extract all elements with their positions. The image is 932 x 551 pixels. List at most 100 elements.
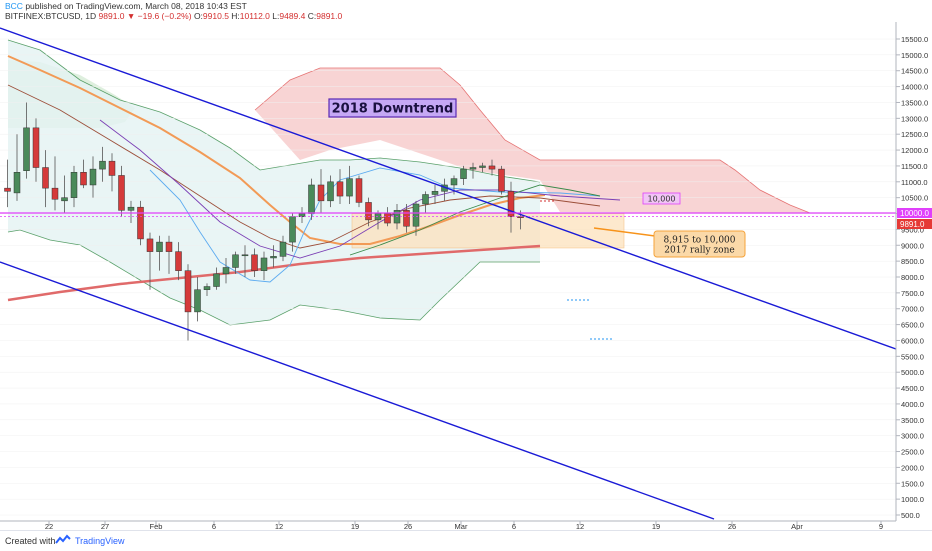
- downtrend-channel: [0, 27, 897, 520]
- channel-upper-line[interactable]: [0, 27, 897, 350]
- candle: [241, 245, 249, 277]
- channel-lower-line[interactable]: [0, 261, 715, 520]
- x-tick-label: 27: [101, 522, 109, 530]
- candle-body: [232, 254, 239, 268]
- candle: [346, 165, 353, 205]
- y-tick-label: 13000.0: [901, 114, 928, 123]
- y-tick-label: 1000.0: [901, 495, 924, 504]
- candle: [260, 251, 268, 281]
- last-price-tag: [897, 219, 932, 229]
- candle-body: [118, 175, 125, 211]
- x-tick-label: Feb: [150, 522, 163, 530]
- y-axis-ticks: 500.0 1000.0 1500.0 2000.0 2500.0 3000.0 3500.…: [896, 35, 928, 520]
- candle: [137, 200, 144, 246]
- x-tick-label: 12: [576, 522, 584, 530]
- low-value: 9489.4: [279, 11, 306, 21]
- candle-body: [260, 257, 268, 271]
- zone-rect: [351, 213, 625, 249]
- y-tick-label: 11000.0: [901, 178, 928, 187]
- y-tick-label: 9000.0: [901, 241, 924, 250]
- kijun-line: [7, 84, 601, 249]
- candle-body: [222, 267, 230, 275]
- candle-body: [89, 168, 97, 186]
- candle-body: [479, 165, 486, 168]
- x-tick-label: 19: [652, 522, 660, 530]
- tradingview-logo-icon: [55, 534, 71, 544]
- price-tags: 10000.0 9891.0: [897, 208, 932, 229]
- candle: [99, 146, 106, 182]
- candle-body: [61, 197, 68, 202]
- candle-body: [165, 241, 173, 252]
- candle-body: [355, 178, 363, 203]
- y-tick-label: 3000.0: [901, 432, 924, 441]
- candle-body: [469, 167, 477, 170]
- candle: [232, 251, 239, 274]
- x-tick-label: Mar: [455, 522, 468, 530]
- candle-body: [289, 216, 296, 243]
- ohlc-info: BITFINEX:BTCUSD, 1D 9891.0 ▼ −19.6 (−0.2…: [5, 11, 342, 21]
- candle-body: [279, 241, 287, 257]
- candle-body: [507, 191, 515, 217]
- close-label: C:: [307, 11, 317, 21]
- y-tick-label: 6500.0: [901, 321, 924, 330]
- candle-body: [346, 178, 353, 197]
- candle-body: [460, 168, 467, 179]
- price-change: ▼ −19.6 (−0.2%): [126, 11, 192, 21]
- y-tick-label: 4500.0: [901, 384, 924, 393]
- candle-body: [450, 178, 458, 186]
- candle-body: [317, 184, 325, 202]
- x-tick-label: 9: [879, 522, 883, 530]
- tradingview-brand[interactable]: TradingView: [75, 536, 125, 546]
- high-label: H:: [231, 11, 240, 21]
- candle-body: [403, 210, 410, 227]
- y-tick-label: 13500.0: [901, 98, 928, 107]
- candle-body: [412, 203, 420, 227]
- price-chart[interactable]: 2018 Downtrend 10,000 8,915 to 10,000 20…: [0, 0, 932, 530]
- level-tag: [642, 192, 681, 205]
- candle: [89, 156, 97, 198]
- publish-text: published on TradingView.com, March 08, …: [25, 1, 247, 11]
- green-line: [349, 184, 601, 256]
- y-tick-label: 500.0: [901, 511, 920, 520]
- candle-body: [308, 184, 315, 214]
- last-price: 9891.0: [98, 11, 125, 21]
- x-tick-label: 26: [728, 522, 736, 530]
- candle-body: [194, 289, 201, 313]
- candle: [355, 175, 363, 208]
- candle-body: [251, 254, 258, 271]
- downtrend-label: 2018 Downtrend: [332, 102, 454, 117]
- y-tick-label: 5000.0: [901, 368, 924, 377]
- candle-body: [146, 238, 154, 252]
- candle: [108, 153, 116, 192]
- created-with-text: Created with: [5, 536, 56, 546]
- rally-zone: [351, 213, 625, 249]
- y-tick-label: 7000.0: [901, 305, 924, 314]
- candle-body: [42, 167, 49, 189]
- candle-body: [431, 191, 439, 195]
- y-tick-label: 1500.0: [901, 479, 924, 488]
- x-axis-ticks: 22 27 Feb 6 12 19 26 Mar 6 12 19 26 Apr 9: [45, 521, 883, 530]
- candle: [317, 169, 325, 214]
- candle: [51, 156, 59, 211]
- zone-pointer: [593, 227, 656, 237]
- chart-annotations: 2018 Downtrend 10,000 8,915 to 10,000 20…: [328, 98, 746, 258]
- y-tick-label: 11500.0: [901, 162, 928, 171]
- candle: [32, 118, 40, 182]
- candle: [61, 175, 68, 214]
- candle: [403, 204, 410, 233]
- candle-body: [384, 213, 391, 224]
- candle-body: [422, 194, 429, 205]
- candle: [498, 165, 505, 195]
- author-link[interactable]: BCC: [5, 1, 23, 11]
- y-tick-label: 5500.0: [901, 352, 924, 361]
- y-tick-label: 7500.0: [901, 289, 924, 298]
- candle: [327, 175, 334, 208]
- candle: [70, 165, 78, 208]
- y-tick-label: 14500.0: [901, 67, 928, 76]
- candle: [13, 134, 21, 201]
- candle: [213, 267, 220, 290]
- level-line-group: [0, 212, 896, 217]
- candle: [460, 165, 467, 185]
- candle: [336, 169, 344, 205]
- candle: [251, 248, 258, 277]
